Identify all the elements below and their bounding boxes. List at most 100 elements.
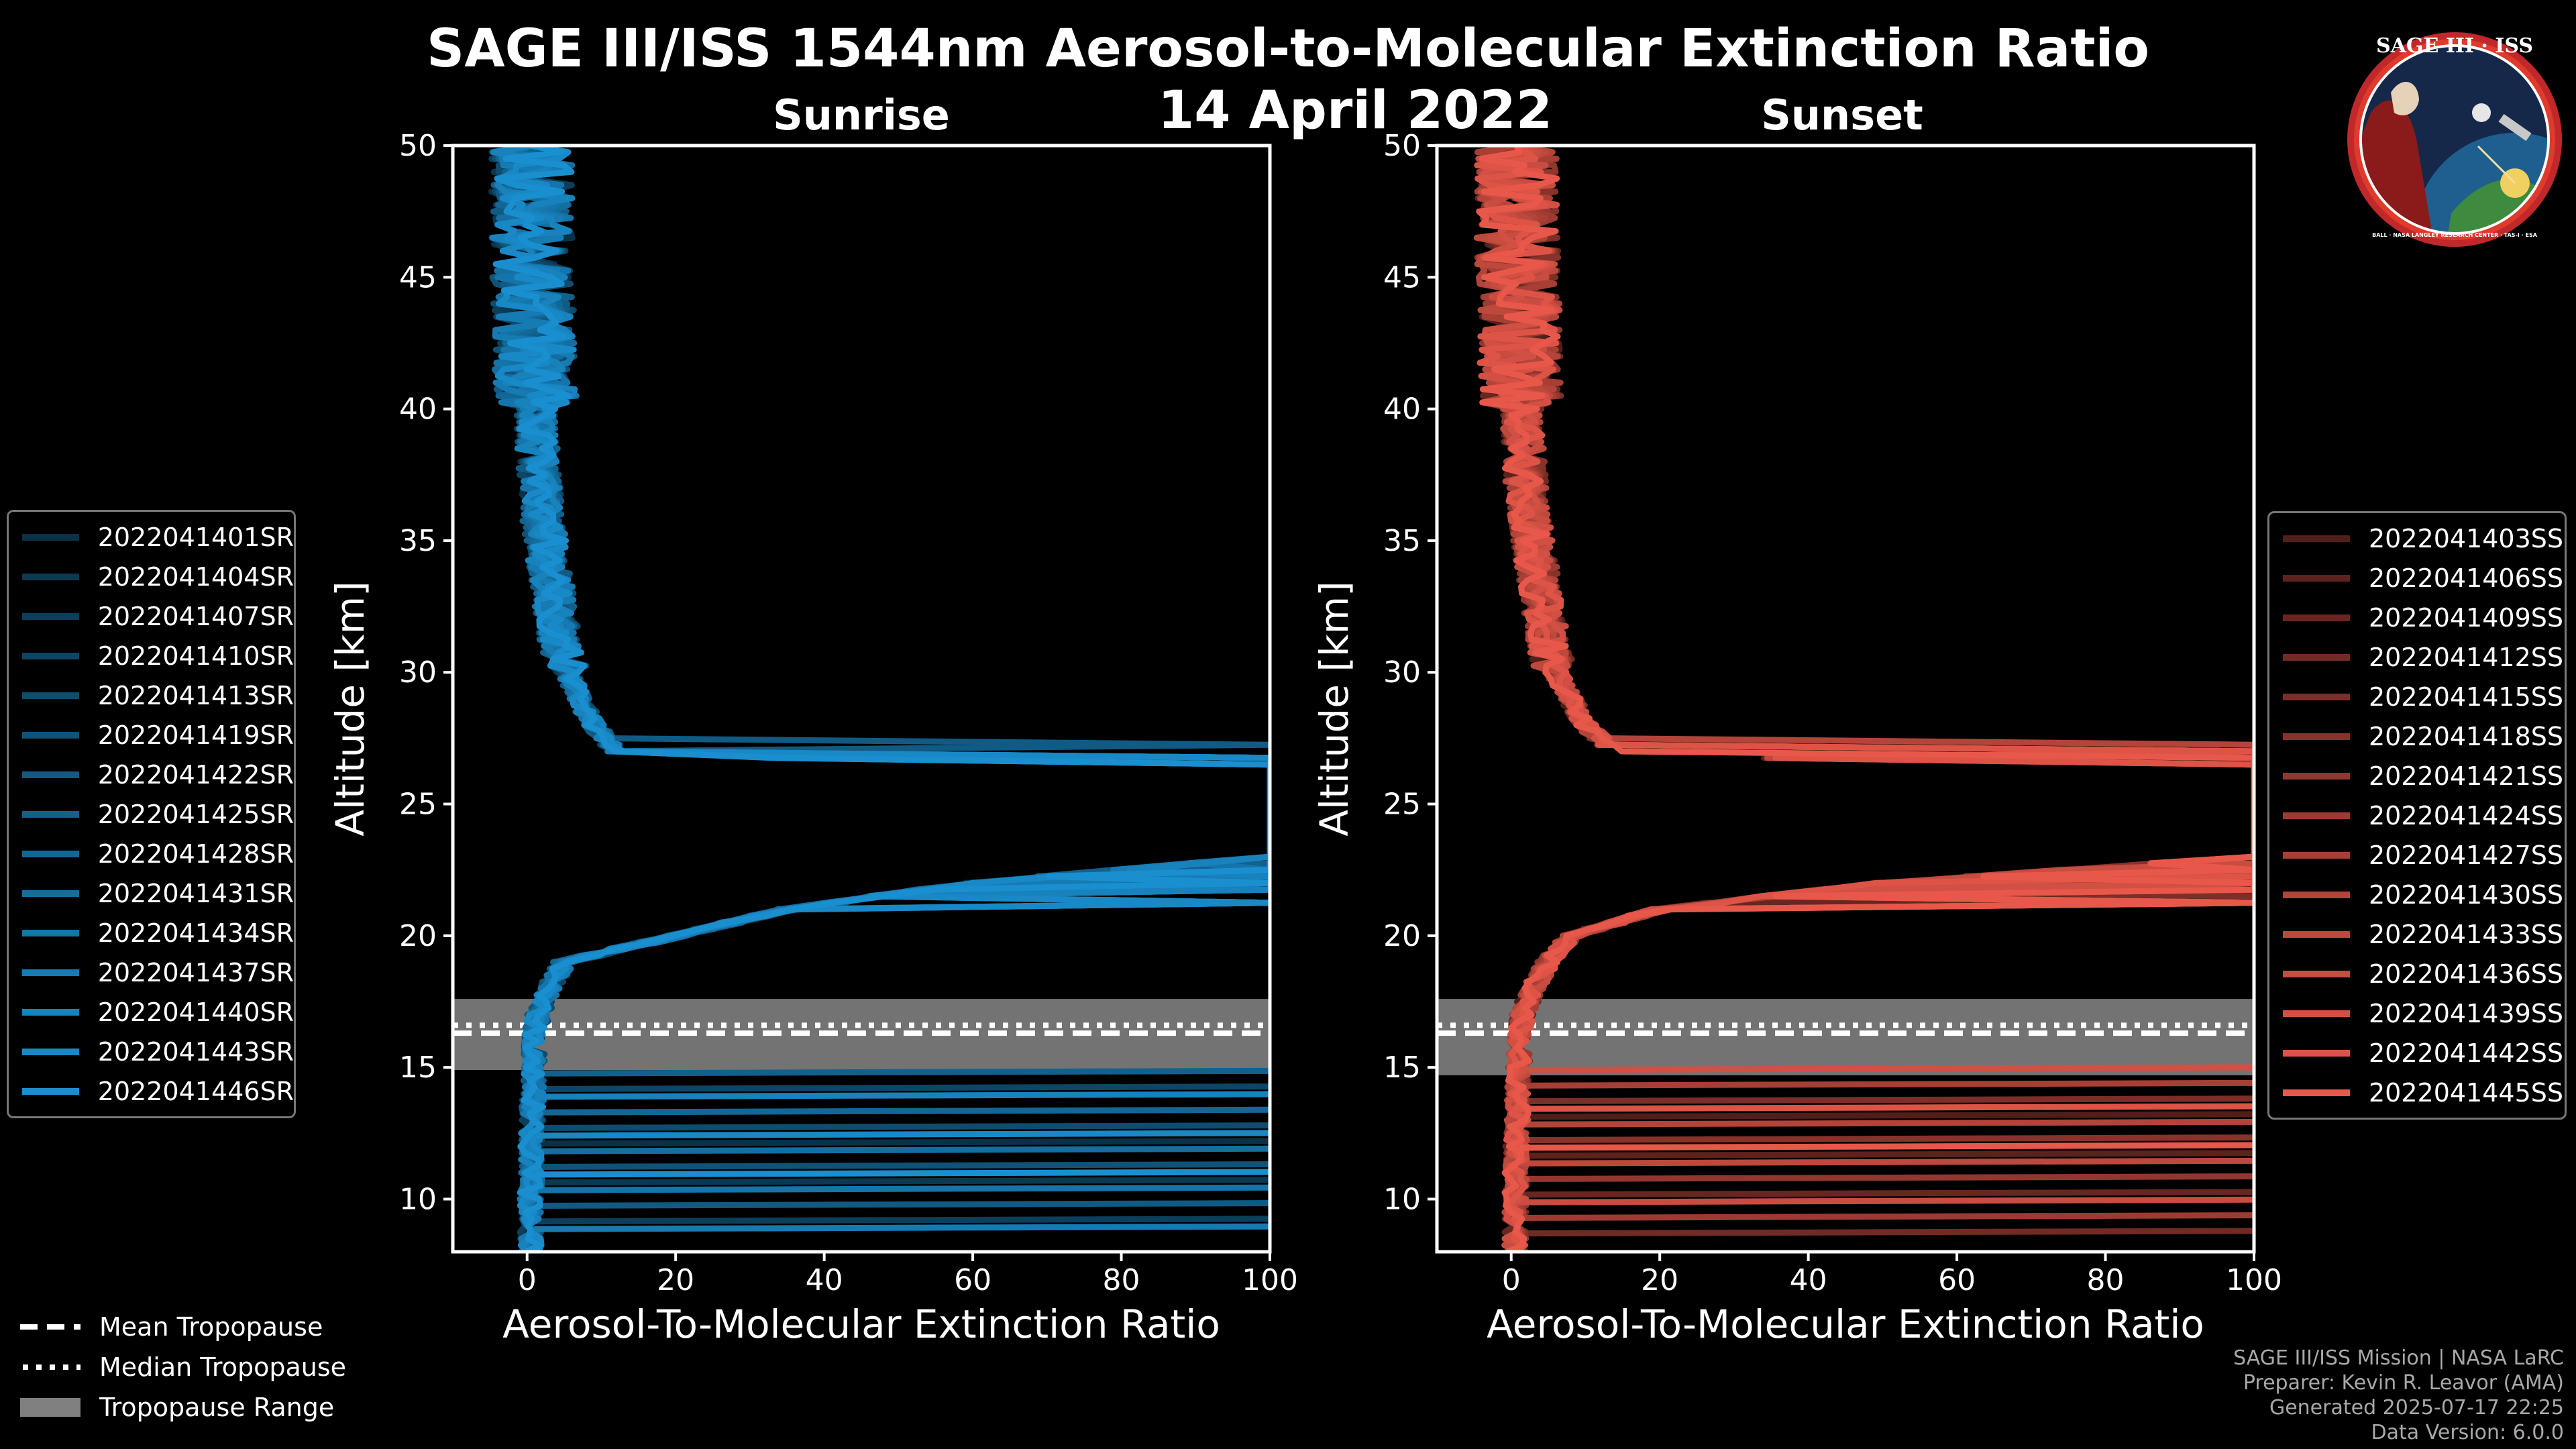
legend-label: 2022041433SS: [2369, 919, 2564, 949]
series-line-2022041446SR: [492, 146, 1270, 1252]
y-tick-label: 30: [1383, 655, 1421, 690]
legend-entry: 2022041433SS: [2269, 914, 2565, 954]
legend-entry: 2022041412SS: [2269, 637, 2565, 677]
series-spike-2022041422SR: [534, 1200, 1270, 1209]
y-tick-label: 45: [1383, 260, 1421, 294]
tropopause-range-band: [1437, 999, 2254, 1075]
legend-entry: 2022041439SS: [2269, 994, 2565, 1033]
legend-entry: 2022041409SS: [2269, 598, 2565, 637]
legend-entry: 2022041434SR: [9, 913, 294, 953]
series-spike-2022041407SR: [534, 1216, 1270, 1225]
y-tick-label: 20: [1383, 919, 1421, 953]
legend-swatch: [2283, 891, 2350, 898]
legend-label: 2022041406SS: [2369, 563, 2564, 593]
y-tick-label: 25: [399, 788, 437, 822]
y-tick-label: 20: [399, 919, 437, 953]
y-tick-label: 30: [399, 655, 437, 690]
legend-label: 2022041407SR: [97, 601, 294, 631]
legend-entry: 2022041401SR: [9, 517, 294, 557]
plot-frame: [1435, 144, 2256, 1254]
series-spike-2022041443SR: [534, 1130, 1270, 1139]
y-tick-label: 50: [399, 129, 437, 163]
series-spike-2022041442SS: [1518, 1103, 2254, 1112]
legend-entry: 2022041440SR: [9, 992, 294, 1032]
legend-entry: 2022041431SR: [9, 873, 294, 913]
legend-swatch: [2283, 812, 2350, 819]
series-spike-2022041430SS: [1518, 1118, 2254, 1128]
legend-label: 2022041427SS: [2369, 840, 2564, 870]
legend-swatch: [2283, 1089, 2350, 1096]
legend-swatch: [22, 1008, 79, 1016]
legend-entry: 2022041421SS: [2269, 756, 2565, 796]
series-spike-2022041415SS: [1518, 1095, 2254, 1105]
legend-entry: 2022041415SS: [2269, 677, 2565, 716]
footer-credits: SAGE III/ISS Mission | NASA LaRC Prepare…: [2233, 1346, 2564, 1445]
legend-label: 2022041430SS: [2369, 879, 2564, 910]
y-tick-label: 10: [1383, 1182, 1421, 1216]
series-spike-2022041409SS: [1518, 1189, 2254, 1198]
legend-swatch: [2283, 851, 2350, 859]
legend-swatch: [2283, 733, 2350, 740]
y-tick-label: 40: [1383, 392, 1421, 427]
figure-date: 14 April 2022: [1157, 80, 1553, 141]
legend-entry: 2022041425SR: [9, 794, 294, 834]
legend-entry: 2022041430SS: [2269, 875, 2565, 914]
legend-swatch: [22, 652, 79, 659]
legend-label: 2022041413SR: [97, 680, 294, 710]
legend-swatch: [22, 731, 79, 739]
y-tick-label: 35: [399, 524, 437, 558]
y-tick-label: 25: [1383, 788, 1421, 822]
legend-entry: 2022041422SR: [9, 755, 294, 794]
legend-label: 2022041428SR: [97, 839, 294, 869]
sunrise-legend: 2022041401SR 2022041404SR 2022041407SR 2022…: [7, 510, 296, 1118]
footer-line: Generated 2025-07-17 22:25: [2269, 1396, 2564, 1419]
legend-entry: 2022041437SR: [9, 953, 294, 992]
dashed-line-icon: [20, 1324, 80, 1330]
legend-swatch: [22, 850, 79, 857]
x-tick-label: 100: [1242, 1263, 1298, 1297]
series-spike-2022041418SS: [1518, 1134, 2254, 1144]
plot-area: [453, 146, 1270, 1252]
series-spike-2022041404SR: [534, 1177, 1270, 1186]
series-spike-2022041412SS: [1518, 1228, 2254, 1237]
legend-swatch: [2283, 1049, 2350, 1057]
logo-ring-text: BALL · NASA LANGLEY RESEARCH CENTER · TA…: [2372, 232, 2538, 238]
legend-swatch: [22, 1087, 79, 1095]
series-spike-2022041403SS: [1518, 1111, 2254, 1120]
series-spike-2022041434SR: [534, 1184, 1270, 1193]
legend-swatch: [2283, 772, 2350, 780]
series-spike-2022041446SR: [534, 1169, 1270, 1178]
legend-label: 2022041439SS: [2369, 998, 2564, 1028]
legend-swatch: [22, 1048, 79, 1055]
legend-swatch: [22, 969, 79, 976]
series-spike-2022041406SS: [1518, 1150, 2254, 1159]
legend-entry: 2022041407SR: [9, 596, 294, 636]
legend-label: 2022041436SS: [2369, 959, 2564, 989]
legend-label: 2022041422SR: [97, 759, 294, 790]
y-axis-label: Altitude [km]: [327, 581, 373, 836]
legend-label: 2022041409SS: [2369, 602, 2564, 633]
legend-entry: 2022041436SS: [2269, 954, 2565, 994]
y-axis-label: Altitude [km]: [1311, 581, 1357, 836]
legend-swatch: [2283, 970, 2350, 977]
legend-label: 2022041425SR: [97, 799, 294, 829]
legend-label: 2022041440SR: [97, 997, 294, 1027]
series-spike-2022041433SS: [1518, 1157, 2254, 1167]
y-tick-label: 45: [399, 260, 437, 294]
dotted-line-icon: [23, 1364, 80, 1370]
legend-label: 2022041445SS: [2369, 1077, 2564, 1108]
legend-entry: 2022041403SS: [2269, 519, 2565, 558]
legend-label: 2022041403SS: [2369, 523, 2564, 553]
x-tick-label: 60: [954, 1263, 991, 1297]
plot-frame: [451, 144, 1272, 1254]
sunrise-panel-title: Sunrise: [773, 91, 950, 140]
series-spike-2022041439SS: [1518, 1064, 2254, 1073]
legend-entry: 2022041442SS: [2269, 1033, 2565, 1073]
range-patch-icon: [20, 1398, 80, 1417]
x-axis-label: Aerosol-To-Molecular Extinction Ratio: [1487, 1301, 2204, 1347]
legend-swatch: [2283, 614, 2350, 621]
legend-mean-tropopause: Mean Tropopause: [20, 1307, 346, 1347]
legend-swatch: [22, 533, 79, 541]
legend-label: 2022041443SR: [97, 1036, 294, 1067]
